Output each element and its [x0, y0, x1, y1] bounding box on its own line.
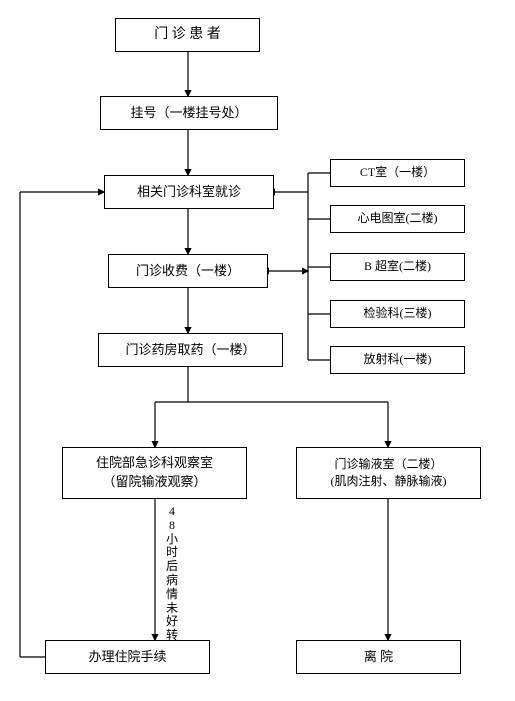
- node-label: 门诊输液室（二楼）: [331, 456, 447, 473]
- node-infusion: 门诊输液室（二楼） (肌肉注射、静脉输液): [296, 447, 481, 499]
- node-ct: CT室（一楼）: [330, 159, 465, 187]
- node-cashier: 门诊收费（一楼）: [108, 254, 268, 288]
- node-observation: 住院部急诊科观察室 （留院输液观察）: [62, 447, 247, 499]
- node-pharmacy: 门诊药房取药（一楼）: [98, 333, 283, 367]
- node-ultrasound: B 超室(二楼): [330, 253, 465, 281]
- node-discharge: 离 院: [296, 640, 461, 674]
- node-label: 心电图室(二楼): [358, 210, 438, 227]
- node-sublabel: （留院输液观察）: [96, 473, 213, 492]
- node-label: 放射科(一楼): [364, 351, 432, 368]
- node-department: 相关门诊科室就诊: [104, 175, 274, 209]
- node-label: 门诊药房取药（一楼）: [125, 341, 255, 360]
- node-label: 门诊收费（一楼）: [136, 262, 240, 281]
- node-label: CT室（一楼）: [360, 164, 435, 181]
- node-radiology: 放射科(一楼): [330, 346, 465, 374]
- node-label: 办理住院手续: [88, 648, 166, 667]
- node-register: 挂号（一楼挂号处）: [100, 96, 278, 130]
- node-lab: 检验科(三楼): [330, 300, 465, 328]
- node-label: 住院部急诊科观察室: [96, 454, 213, 473]
- node-label: B 超室(二楼): [364, 258, 431, 275]
- node-label: 挂号（一楼挂号处）: [130, 104, 247, 123]
- node-ecg: 心电图室(二楼): [330, 205, 465, 233]
- node-label: 离 院: [364, 648, 393, 667]
- node-label: 相关门诊科室就诊: [137, 183, 241, 202]
- node-label: 检验科(三楼): [364, 305, 432, 322]
- node-outpatient: 门 诊 患 者: [115, 18, 260, 52]
- node-sublabel: (肌肉注射、静脉输液): [331, 473, 447, 490]
- node-admission: 办理住院手续: [45, 640, 210, 674]
- edge-label-48h: 48小时后病情未好转: [165, 505, 179, 643]
- node-label: 门 诊 患 者: [154, 25, 221, 45]
